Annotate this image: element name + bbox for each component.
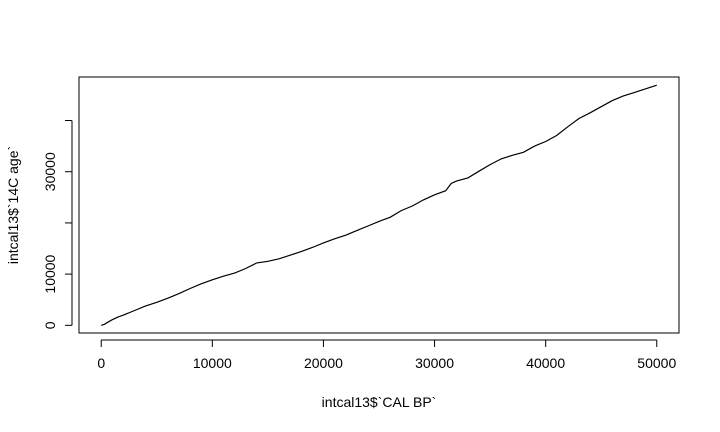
x-tick-label: 20000: [304, 355, 343, 371]
y-tick-label: 10000: [42, 254, 58, 293]
series-line: [101, 84, 657, 326]
x-tick-label: 10000: [193, 355, 232, 371]
x-tick-label: 40000: [526, 355, 565, 371]
y-axis: 0 10000 30000: [42, 120, 73, 329]
y-tick-label: 0: [42, 321, 58, 329]
y-tick-label: 30000: [42, 152, 58, 191]
x-tick-label: 0: [97, 355, 105, 371]
x-axis-label: intcal13$`CAL BP`: [322, 394, 437, 410]
plot-area-frame: [78, 76, 680, 334]
x-tick-label: 50000: [637, 355, 676, 371]
x-tick-label: 30000: [415, 355, 454, 371]
y-axis-label: intcal13$`14C age`: [5, 146, 21, 264]
x-axis: 0 10000 20000 30000 40000 50000: [97, 339, 676, 371]
